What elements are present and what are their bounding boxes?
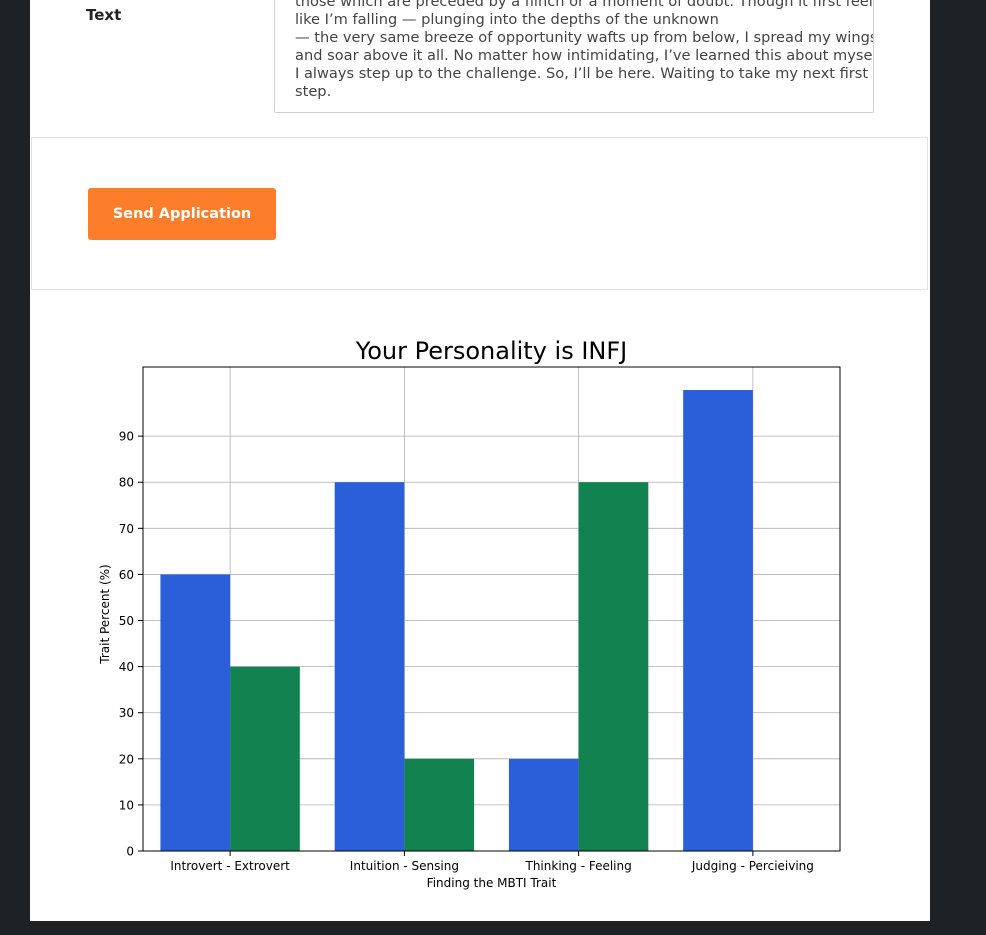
- bar: [508, 758, 579, 851]
- application-page: Text those which are preceded by a flinc…: [30, 0, 930, 921]
- bar: [578, 482, 649, 851]
- submit-section: Send Application: [31, 137, 928, 290]
- y-tick-label: 60: [119, 568, 134, 582]
- y-tick-label: 20: [119, 752, 134, 766]
- x-tick-label: Thinking - Feeling: [525, 859, 632, 873]
- y-tick-label: 10: [119, 798, 134, 812]
- bar: [160, 574, 231, 851]
- y-tick-label: 40: [119, 660, 134, 674]
- y-tick-label: 50: [119, 614, 134, 628]
- chart-svg: Your Personality is INFJ 0 10 20 30 40 50 60 70 8…: [98, 337, 841, 890]
- text-line: step.: [295, 83, 332, 100]
- y-tick-label: 80: [119, 476, 134, 490]
- personality-chart: Your Personality is INFJ 0 10 20 30 40 50 60 70 8…: [30, 320, 930, 900]
- y-tick-label: 30: [119, 706, 134, 720]
- send-application-button[interactable]: Send Application: [88, 188, 276, 240]
- text-line: those which are preceded by a flinch or …: [295, 0, 874, 10]
- plot-frame: [142, 366, 841, 852]
- bar: [683, 390, 753, 851]
- application-text-area[interactable]: those which are preceded by a flinch or …: [274, 0, 874, 113]
- x-tick-label: Intuition - Sensing: [350, 859, 459, 873]
- bar: [230, 666, 300, 851]
- x-axis-label: Finding the MBTI Trait: [427, 876, 557, 890]
- y-axis-label: Trait Percent (%): [98, 564, 112, 664]
- text-field-label: Text: [86, 6, 122, 24]
- text-line: — the very same breeze of opportunity wa…: [295, 29, 874, 46]
- text-line: and soar above it all. No matter how int…: [295, 47, 874, 64]
- y-tick-label: 70: [119, 522, 134, 536]
- text-line: like I’m falling — plunging into the dep…: [295, 11, 719, 28]
- y-tick-label: 90: [119, 430, 134, 444]
- x-tick-label: Introvert - Extrovert: [170, 859, 290, 873]
- chart-title: Your Personality is INFJ: [355, 337, 628, 365]
- y-tick-label: 0: [126, 845, 134, 859]
- bar: [404, 758, 475, 851]
- bar: [334, 482, 405, 851]
- x-tick-label: Judging - Percieiving: [691, 859, 814, 873]
- text-line: I always step up to the challenge. So, I…: [295, 65, 869, 82]
